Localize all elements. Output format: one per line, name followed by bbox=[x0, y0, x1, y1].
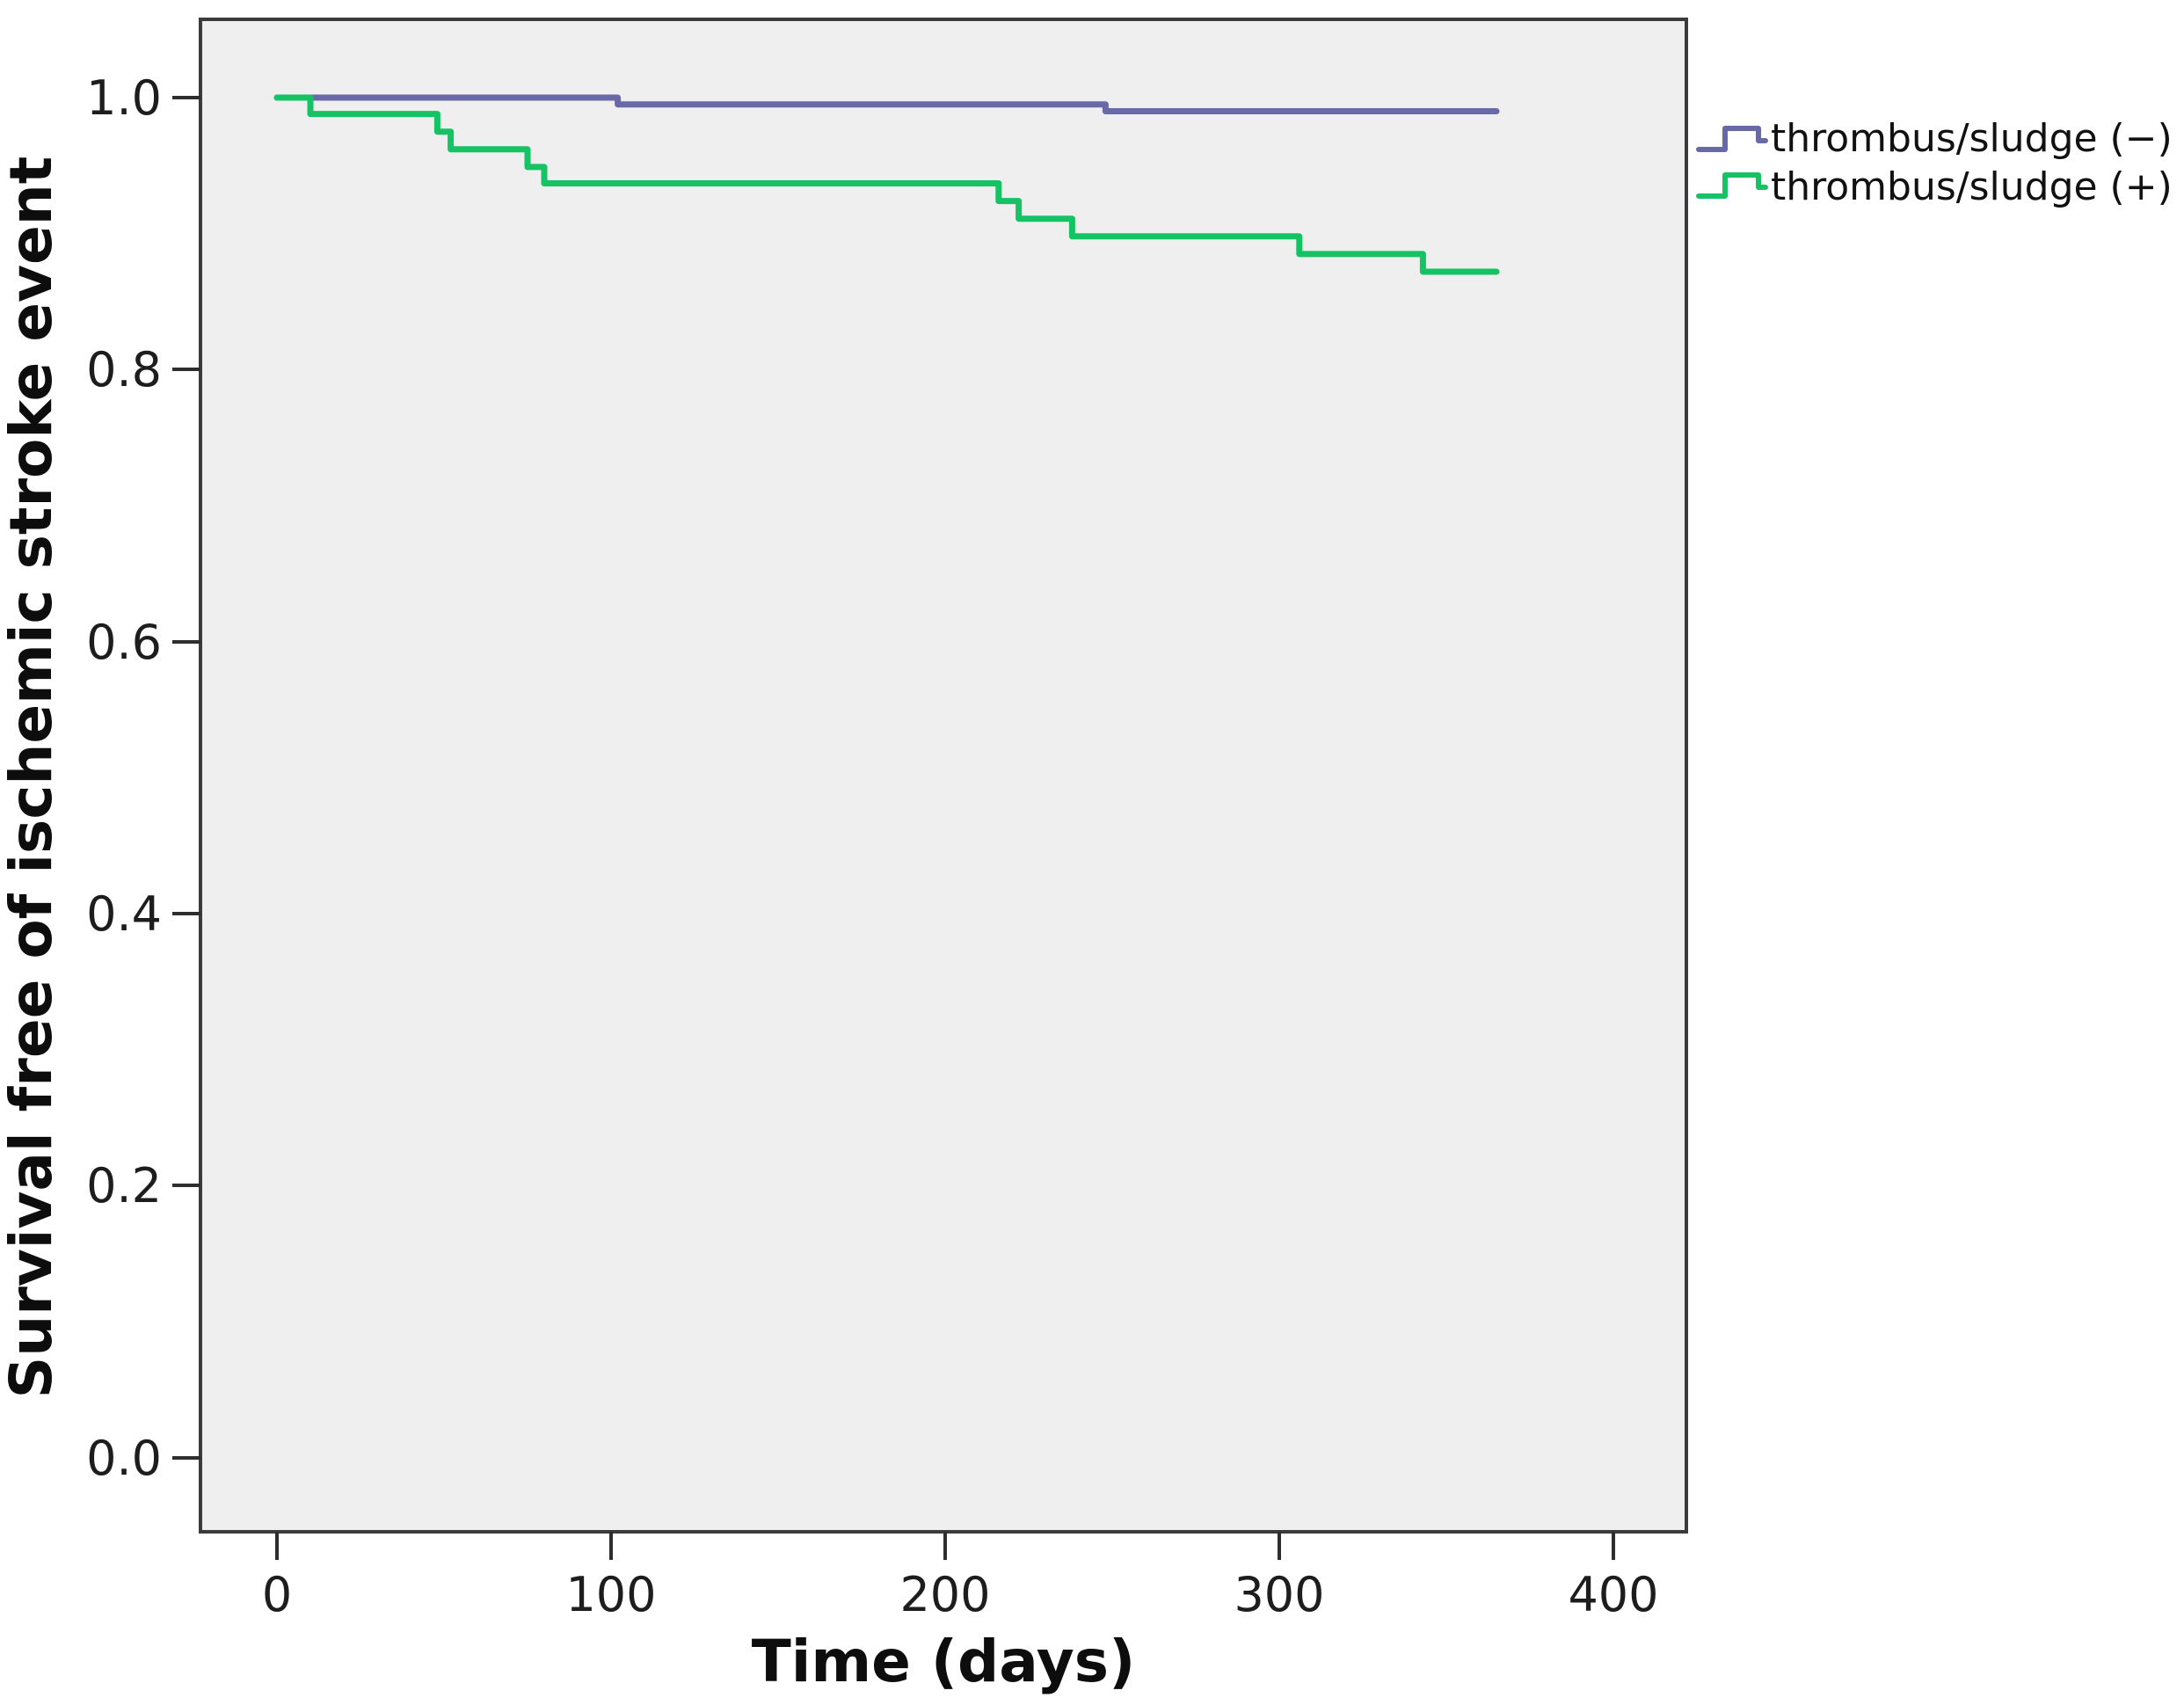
x-tick-label: 300 bbox=[1234, 1567, 1324, 1622]
x-axis-title: Time (days) bbox=[752, 1628, 1136, 1695]
x-tick-label: 400 bbox=[1568, 1567, 1658, 1622]
legend-label: thrombus/sludge (−) bbox=[1771, 116, 2173, 161]
y-tick-label: 0.6 bbox=[86, 615, 162, 670]
x-tick-label: 0 bbox=[262, 1567, 292, 1622]
plot-area bbox=[199, 18, 1688, 1534]
legend-label: thrombus/sludge (+) bbox=[1771, 164, 2173, 209]
x-tick-label: 100 bbox=[565, 1567, 656, 1622]
legend-item-thrombus-positive: thrombus/sludge (+) bbox=[1696, 164, 2173, 209]
legend: thrombus/sludge (−) thrombus/sludge (+) bbox=[1696, 116, 2173, 209]
series-line-thrombus-negative bbox=[273, 94, 1500, 114]
y-tick-label: 0.0 bbox=[86, 1431, 162, 1486]
x-tick-label: 200 bbox=[899, 1567, 990, 1622]
y-axis-tick-labels: 1.0 0.8 0.6 0.4 0.2 0.0 bbox=[86, 70, 162, 1486]
y-tick-label: 0.2 bbox=[86, 1158, 162, 1213]
y-axis-ticks bbox=[172, 96, 200, 1460]
legend-item-thrombus-negative: thrombus/sludge (−) bbox=[1696, 116, 2173, 161]
y-tick-label: 1.0 bbox=[86, 70, 162, 126]
x-axis-ticks bbox=[275, 1532, 1615, 1560]
legend-step-icon bbox=[1696, 172, 1768, 199]
legend-step-icon bbox=[1696, 126, 1768, 152]
series-line-thrombus-positive bbox=[273, 94, 1500, 275]
y-tick-label: 0.4 bbox=[86, 886, 162, 942]
y-tick-label: 0.8 bbox=[86, 342, 162, 397]
y-axis-title: Survival free of ischemic stroke event bbox=[0, 157, 65, 1399]
series-lines bbox=[273, 94, 1500, 275]
x-axis-tick-labels: 0 100 200 300 400 bbox=[262, 1567, 1659, 1622]
